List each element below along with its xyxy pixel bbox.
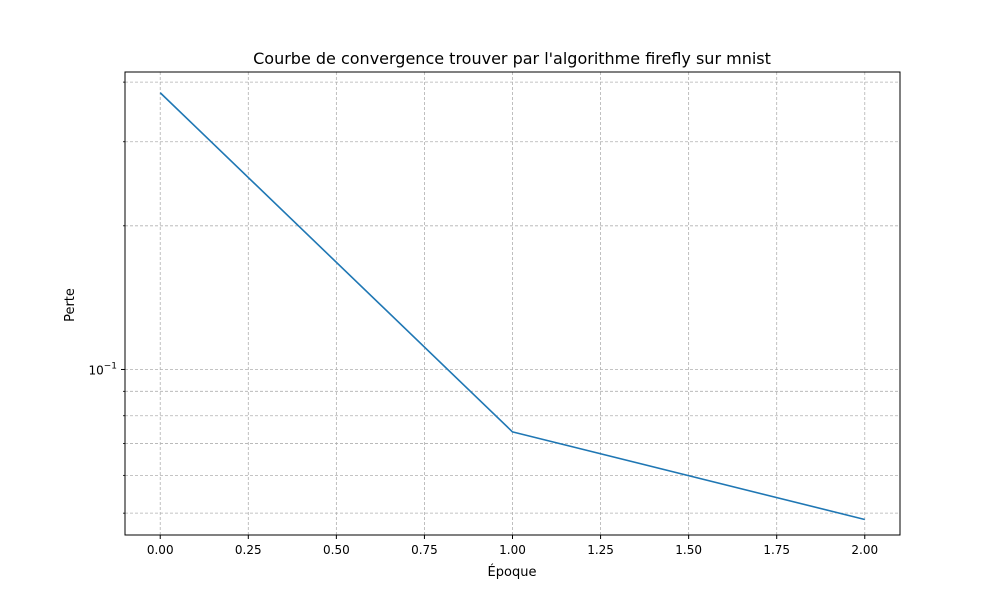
x-tick-label: 1.50 <box>675 543 702 557</box>
x-axis-label: Époque <box>488 564 537 580</box>
plot-lines <box>159 92 865 521</box>
x-tick-label: 0.75 <box>411 543 438 557</box>
x-tick-label: 2.00 <box>851 543 878 557</box>
x-tick-label: 0.00 <box>147 543 174 557</box>
x-tick-label: 1.25 <box>587 543 614 557</box>
ticks: 0.00 0.25 0.50 0.75 1.00 1.25 1.50 1.75 2.00 10−1 <box>88 81 878 557</box>
x-tick-label: 1.00 <box>499 543 526 557</box>
chart-title: Courbe de convergence trouver par l'algo… <box>253 49 771 68</box>
y-tick-label: 10−1 <box>88 361 117 377</box>
x-tick-label: 0.50 <box>323 543 350 557</box>
x-tick-label: 0.25 <box>235 543 262 557</box>
grid <box>125 72 900 535</box>
x-tick-label: 1.75 <box>763 543 790 557</box>
y-axis-label: Perte <box>63 288 78 322</box>
series-line <box>159 92 865 521</box>
